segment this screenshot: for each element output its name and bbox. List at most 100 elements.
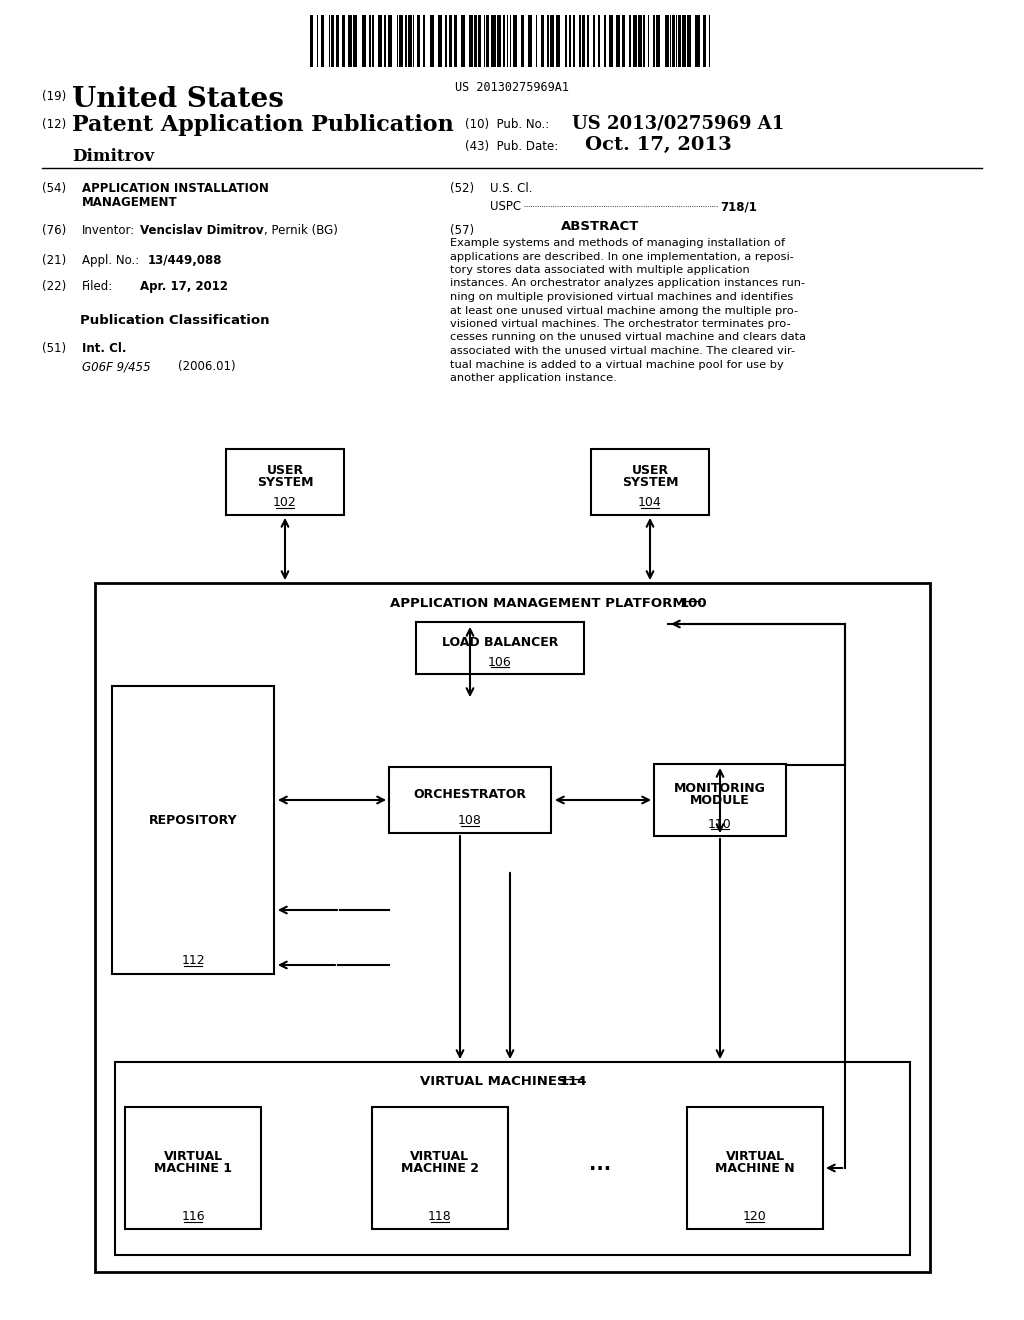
Text: REPOSITORY: REPOSITORY xyxy=(148,813,238,826)
Bar xyxy=(372,1107,508,1229)
Bar xyxy=(484,15,485,67)
Bar xyxy=(450,15,453,67)
Text: (54): (54) xyxy=(42,182,67,195)
Bar xyxy=(507,15,508,67)
Text: U.S. Cl.: U.S. Cl. xyxy=(490,182,532,195)
Bar xyxy=(609,15,613,67)
Bar xyxy=(413,15,414,67)
Text: Patent Application Publication: Patent Application Publication xyxy=(72,114,454,136)
Bar xyxy=(115,1063,910,1255)
Text: VIRTUAL MACHINES: VIRTUAL MACHINES xyxy=(420,1074,571,1088)
Text: (19): (19) xyxy=(42,90,67,103)
Bar xyxy=(348,15,352,67)
Text: Appl. No.:: Appl. No.: xyxy=(82,253,139,267)
Bar xyxy=(513,15,517,67)
Bar xyxy=(648,15,649,67)
Bar xyxy=(445,15,447,67)
Text: US 20130275969A1: US 20130275969A1 xyxy=(455,81,569,94)
Bar xyxy=(95,583,930,1272)
Text: MODULE: MODULE xyxy=(690,793,750,807)
Text: 100: 100 xyxy=(680,597,708,610)
Bar xyxy=(423,15,425,67)
Text: 118: 118 xyxy=(428,1210,452,1224)
Bar xyxy=(670,15,671,67)
Bar xyxy=(672,15,675,67)
Bar xyxy=(474,15,477,67)
Bar xyxy=(594,15,596,67)
Text: (76): (76) xyxy=(42,224,67,238)
Bar xyxy=(416,622,584,675)
Text: APPLICATION MANAGEMENT PLATFORM: APPLICATION MANAGEMENT PLATFORM xyxy=(390,597,690,610)
Bar xyxy=(702,15,706,67)
Text: 106: 106 xyxy=(488,656,512,668)
Bar xyxy=(429,15,434,67)
Text: cesses running on the unused virtual machine and clears data: cesses running on the unused virtual mac… xyxy=(450,333,806,342)
Text: Apr. 17, 2012: Apr. 17, 2012 xyxy=(140,280,228,293)
Text: Oct. 17, 2013: Oct. 17, 2013 xyxy=(585,136,732,154)
Bar xyxy=(486,15,489,67)
Bar xyxy=(695,15,699,67)
Bar xyxy=(322,15,325,67)
Bar xyxy=(678,15,681,67)
Text: SYSTEM: SYSTEM xyxy=(622,475,678,488)
Bar xyxy=(564,15,566,67)
Bar xyxy=(547,15,549,67)
Text: instances. An orchestrator analyzes application instances run-: instances. An orchestrator analyzes appl… xyxy=(450,279,805,289)
Bar xyxy=(572,15,574,67)
Bar xyxy=(455,15,458,67)
Bar xyxy=(331,15,334,67)
Text: ABSTRACT: ABSTRACT xyxy=(561,220,639,234)
Text: MACHINE N: MACHINE N xyxy=(715,1162,795,1175)
Text: MANAGEMENT: MANAGEMENT xyxy=(82,195,177,209)
Text: Int. Cl.: Int. Cl. xyxy=(82,342,127,355)
Text: applications are described. In one implementation, a reposi-: applications are described. In one imple… xyxy=(450,252,794,261)
Bar xyxy=(317,15,318,67)
Text: Inventor:: Inventor: xyxy=(82,224,135,238)
Bar xyxy=(604,15,606,67)
Bar xyxy=(492,15,496,67)
Bar xyxy=(396,15,397,67)
Text: 116: 116 xyxy=(181,1210,205,1224)
Text: at least one unused virtual machine among the multiple pro-: at least one unused virtual machine amon… xyxy=(450,305,798,315)
Bar xyxy=(478,15,481,67)
Text: MACHINE 2: MACHINE 2 xyxy=(401,1162,479,1175)
Text: Publication Classification: Publication Classification xyxy=(80,314,269,327)
Text: SYSTEM: SYSTEM xyxy=(257,475,313,488)
Text: (52): (52) xyxy=(450,182,474,195)
Bar xyxy=(388,15,392,67)
Bar xyxy=(656,15,660,67)
Text: 104: 104 xyxy=(638,496,662,510)
Text: 112: 112 xyxy=(181,953,205,966)
Text: VIRTUAL: VIRTUAL xyxy=(164,1150,222,1163)
Bar xyxy=(541,15,544,67)
Bar xyxy=(582,15,585,67)
Bar xyxy=(536,15,537,67)
Text: (51): (51) xyxy=(42,342,67,355)
Bar xyxy=(676,15,677,67)
Text: (21): (21) xyxy=(42,253,67,267)
Bar xyxy=(384,15,386,67)
Bar xyxy=(665,15,669,67)
Text: LOAD BALANCER: LOAD BALANCER xyxy=(441,635,558,648)
Bar xyxy=(687,15,691,67)
Bar xyxy=(623,15,626,67)
Bar xyxy=(336,15,339,67)
Bar xyxy=(568,15,570,67)
Bar xyxy=(125,1107,261,1229)
Text: Filed:: Filed: xyxy=(82,280,114,293)
Bar xyxy=(591,449,709,515)
Bar xyxy=(353,15,357,67)
Bar xyxy=(408,15,412,67)
Bar xyxy=(369,15,371,67)
Bar xyxy=(378,15,382,67)
Text: 13/449,088: 13/449,088 xyxy=(148,253,222,267)
Bar xyxy=(497,15,501,67)
Text: USER: USER xyxy=(632,463,669,477)
Text: another application instance.: another application instance. xyxy=(450,374,616,383)
Bar xyxy=(226,449,344,515)
Text: United States: United States xyxy=(72,86,284,114)
Text: ORCHESTRATOR: ORCHESTRATOR xyxy=(414,788,526,800)
Bar xyxy=(469,15,473,67)
Text: associated with the unused virtual machine. The cleared vir-: associated with the unused virtual machi… xyxy=(450,346,795,356)
Bar xyxy=(687,1107,823,1229)
